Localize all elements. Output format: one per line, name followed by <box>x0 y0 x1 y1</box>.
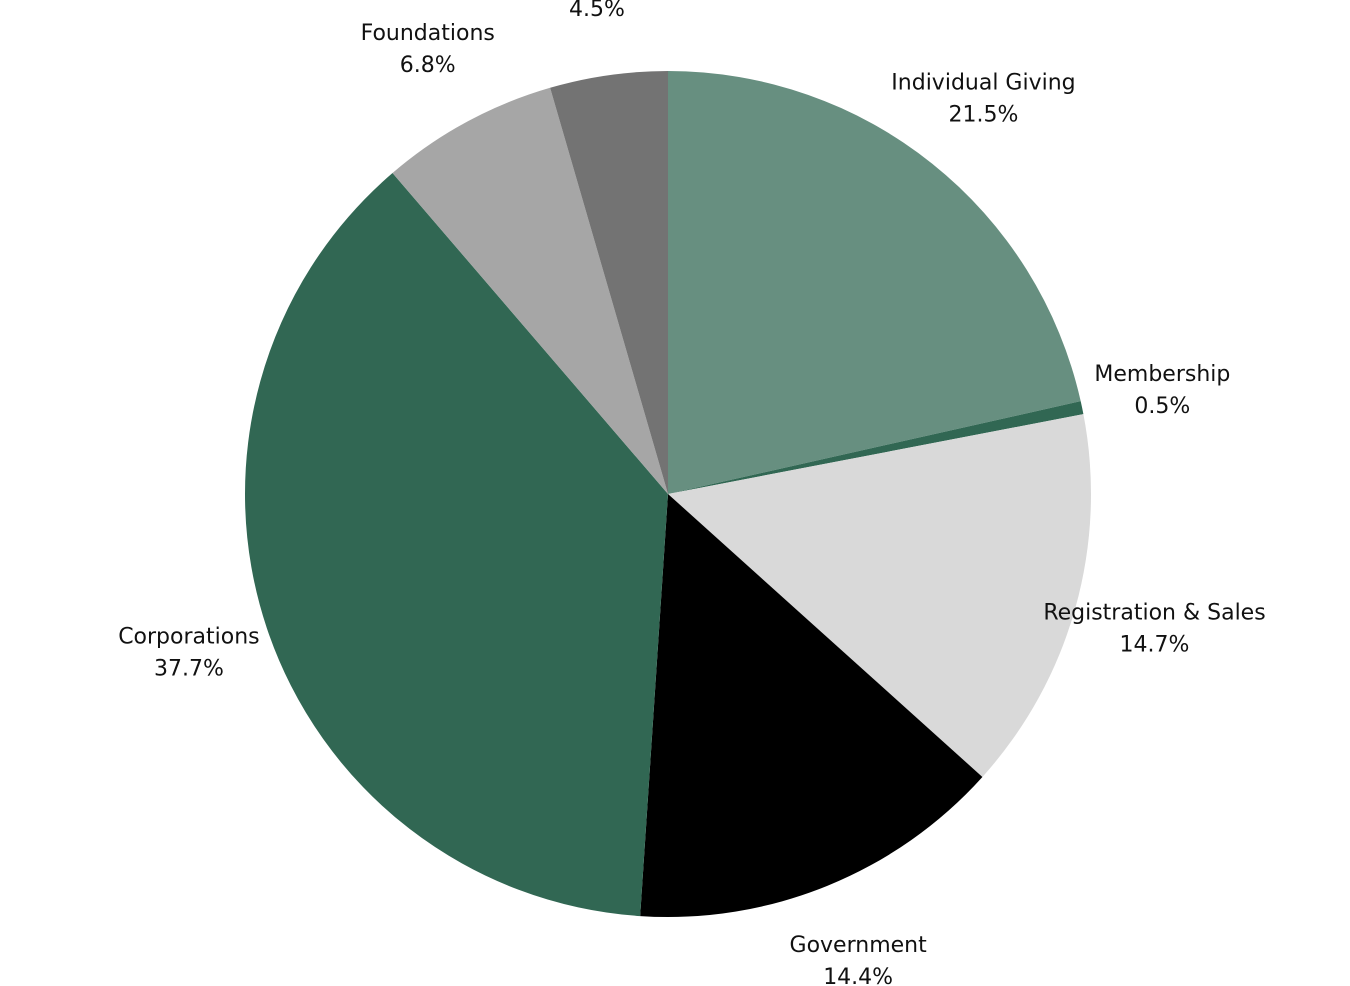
pie-slice <box>245 173 668 917</box>
slice-value-label: 4.5% <box>569 0 625 22</box>
slice-label: Membership <box>1094 362 1230 387</box>
slice-value-label: 37.7% <box>154 657 224 682</box>
slice-value-label: 6.8% <box>400 53 456 78</box>
pie-slice <box>668 401 1084 494</box>
slice-label: Individual Giving <box>891 71 1075 96</box>
pie-slice <box>668 71 1081 494</box>
slice-label: Corporations <box>118 625 259 650</box>
slice-label: Registration & Sales <box>1043 600 1265 625</box>
slice-label: Government <box>790 933 928 958</box>
slice-value-label: 0.5% <box>1134 394 1190 419</box>
slice-label: Foundations <box>361 21 495 46</box>
slice-value-label: 14.4% <box>823 965 893 986</box>
slice-value-label: 14.7% <box>1120 632 1190 657</box>
pie-slice <box>550 71 668 494</box>
pie-slice <box>392 87 668 494</box>
pie-slice <box>640 494 983 917</box>
slice-value-label: 21.5% <box>949 103 1019 128</box>
pie-slice <box>668 414 1091 777</box>
